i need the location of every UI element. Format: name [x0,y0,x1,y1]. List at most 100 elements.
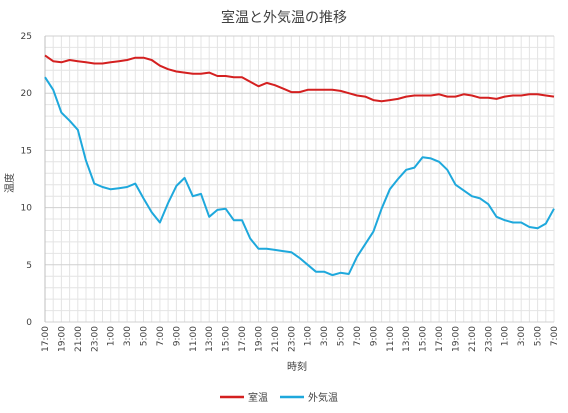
y-tick-label: 25 [21,32,32,42]
y-tick-label: 0 [26,318,32,328]
outdoor-temp-data-point [60,112,62,114]
outdoor-temp-data-point [69,120,71,122]
x-tick-label: 3:00 [320,326,330,346]
outdoor-temp-data-point [323,271,325,273]
y-tick-label: 5 [26,261,32,271]
outdoor-temp-data-point [151,211,153,213]
outdoor-temp-data-point [381,208,383,210]
outdoor-temp-data-point [258,248,260,250]
outdoor-temp-data-point [479,197,481,199]
x-tick-label: 1:00 [501,326,511,346]
outdoor-temp-data-point [102,186,104,188]
x-tick-label: 17:00 [435,326,445,352]
y-tick-label: 10 [21,204,33,214]
outdoor-temp-data-point [496,216,498,218]
x-tick-label: 3:00 [517,326,527,346]
outdoor-temp-data-point [143,197,145,199]
room-temp-data-point [85,61,87,63]
room-temp-data-point [175,71,177,73]
room-temp-data-point [438,93,440,95]
chart-title: 室温と外気温の推移 [221,9,347,26]
outdoor-temp-data-point [93,183,95,185]
outdoor-temp-data-point [512,222,514,224]
x-tick-label: 17:00 [41,326,51,352]
legend: 室温 外気温 [220,391,338,404]
outdoor-temp-data-point [52,89,54,91]
room-temp-data-point [77,60,79,62]
outdoor-temp-data-point [430,157,432,159]
room-temp-data-point [545,95,547,97]
room-temp-data-point [102,63,104,65]
outdoor-temp-data-point [216,209,218,211]
room-temp-data-point [413,95,415,97]
room-temp-data-point [364,96,366,98]
x-tick-label: 3:00 [123,326,133,346]
room-temp-data-point [126,59,128,61]
x-tick-label: 7:00 [353,326,363,346]
x-tick-label: 21:00 [74,326,84,352]
room-temp-data-point [422,95,424,97]
outdoor-temp-data-point [200,193,202,195]
outdoor-temp-data-point [520,222,522,224]
x-tick-label: 5:00 [534,326,544,346]
outdoor-temp-data-point [307,264,309,266]
room-temp-data-point [44,54,46,56]
outdoor-temp-data-point [422,156,424,158]
x-tick-label: 5:00 [140,326,150,346]
room-temp-data-point [184,72,186,74]
room-temp-data-point [471,95,473,97]
x-tick-label: 19:00 [57,326,67,352]
room-temp-data-point [52,60,54,62]
x-tick-label: 21:00 [271,326,281,352]
outdoor-temp-data-point [471,195,473,197]
outdoor-temp-data-point [405,169,407,171]
x-tick-label: 17:00 [238,326,248,352]
room-temp-data-point [372,99,374,101]
outdoor-temp-legend-label: 外気温 [308,391,338,404]
room-temp-legend-label: 室温 [248,391,268,404]
room-temp-data-point [143,57,145,59]
room-temp-data-point [405,96,407,98]
outdoor-temp-data-point [504,219,506,221]
outdoor-temp-data-point [315,271,317,273]
outdoor-temp-data-point [446,169,448,171]
room-temp-data-point [167,68,169,70]
outdoor-temp-data-point [249,238,251,240]
room-temp-data-point [192,73,194,75]
x-tick-label: 13:00 [205,326,215,352]
outdoor-temp-data-point [438,161,440,163]
room-temp-data-point [151,59,153,61]
room-temp-data-point [233,76,235,78]
outdoor-temp-data-point [487,203,489,205]
room-temp-data-point [430,95,432,97]
room-temp-data-point [315,89,317,91]
room-temp-data-point [356,95,358,97]
y-axis: 0 5 10 15 20 25 [21,32,33,328]
room-temp-data-point [553,96,555,98]
outdoor-temp-data-point [126,186,128,188]
room-temp-data-point [487,97,489,99]
x-tick-label: 11:00 [189,326,199,352]
room-temp-data-point [274,84,276,86]
x-tick-label: 13:00 [402,326,412,352]
outdoor-temp-data-point [331,274,333,276]
room-temp-data-point [528,93,530,95]
room-temp-data-point [537,93,539,95]
outdoor-temp-data-point [528,226,530,228]
x-tick-label: 21:00 [468,326,478,352]
y-axis-title: 温度 [3,173,16,193]
outdoor-temp-data-point [110,188,112,190]
outdoor-temp-data-point [241,219,243,221]
outdoor-temp-data-point [397,178,399,180]
room-temp-data-point [266,82,268,84]
x-tick-label: 5:00 [337,326,347,346]
room-temp-data-point [290,91,292,93]
outdoor-temp-data-point [455,184,457,186]
outdoor-temp-data-point [545,223,547,225]
outdoor-temp-data-point [340,272,342,274]
room-temp-data-point [389,99,391,101]
x-tick-label: 23:00 [287,326,297,352]
room-temp-data-point [249,81,251,83]
outdoor-temp-data-point [463,189,465,191]
